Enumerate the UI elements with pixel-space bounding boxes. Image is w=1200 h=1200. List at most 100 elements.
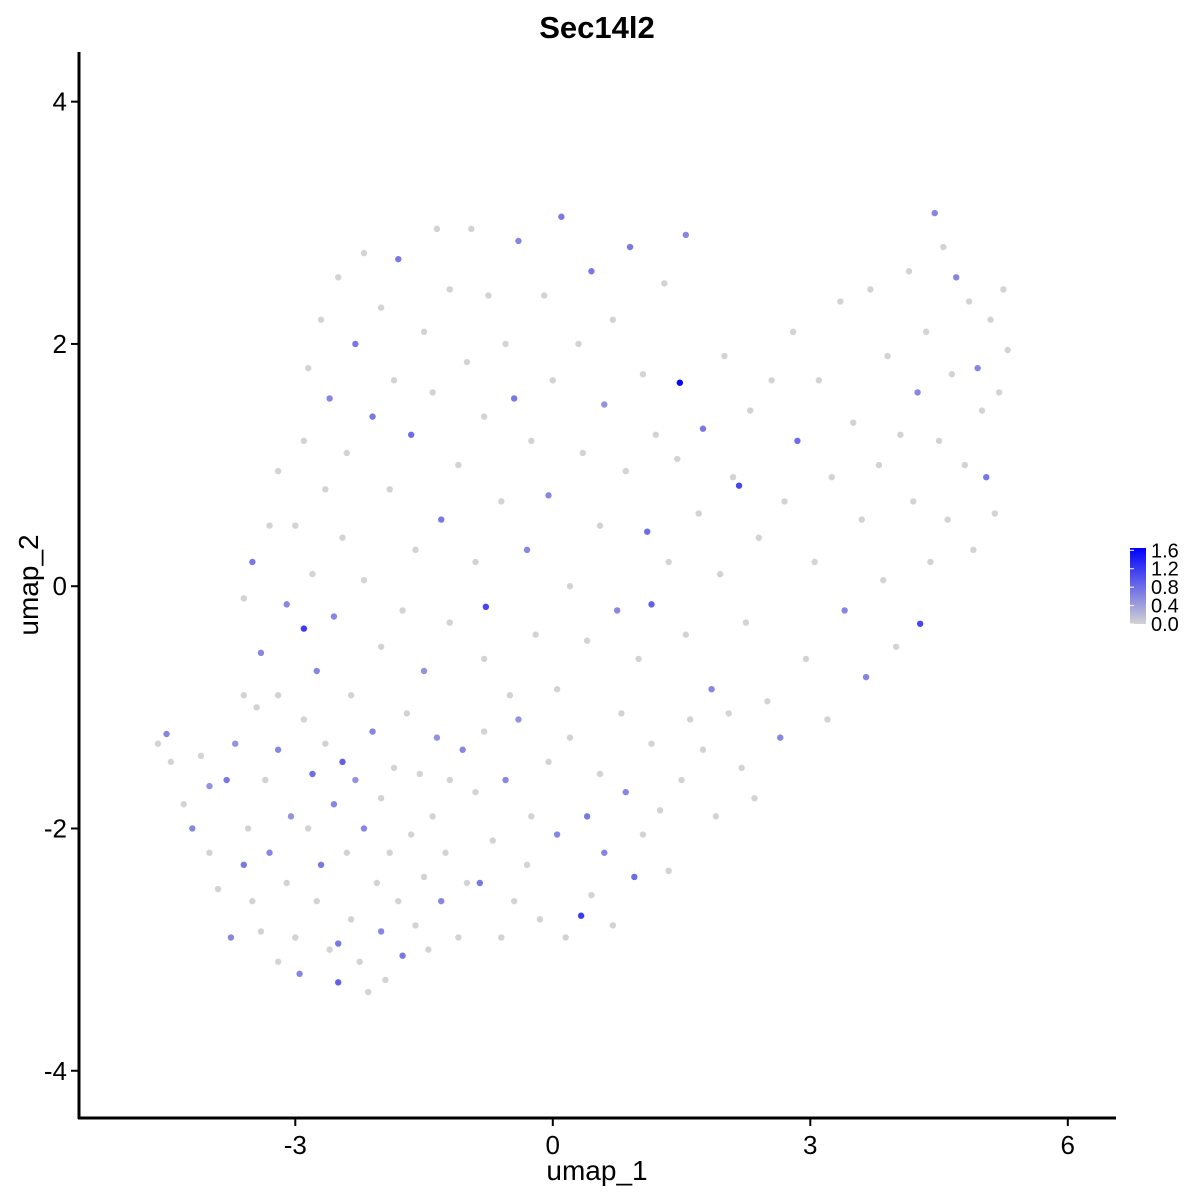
point xyxy=(579,449,587,457)
point xyxy=(313,897,320,905)
point xyxy=(596,522,604,529)
point xyxy=(794,437,801,445)
point xyxy=(545,492,552,499)
point xyxy=(482,603,490,611)
point xyxy=(566,734,574,741)
point xyxy=(360,249,368,257)
point xyxy=(953,274,960,281)
point xyxy=(965,298,973,305)
point xyxy=(626,243,634,251)
point xyxy=(644,528,651,535)
point xyxy=(735,482,743,489)
point xyxy=(498,498,505,505)
point xyxy=(549,377,556,384)
point xyxy=(317,316,325,323)
point xyxy=(335,274,342,281)
point xyxy=(420,667,428,675)
point xyxy=(905,268,913,275)
point xyxy=(232,740,239,747)
point xyxy=(283,601,290,608)
point xyxy=(356,958,363,965)
point xyxy=(262,776,269,784)
point xyxy=(553,685,561,693)
point xyxy=(768,377,775,384)
point xyxy=(360,576,368,584)
point xyxy=(566,583,574,590)
point xyxy=(575,340,582,348)
point xyxy=(455,934,462,941)
point xyxy=(407,431,415,438)
point xyxy=(420,328,428,336)
point xyxy=(622,467,629,475)
point xyxy=(287,813,295,820)
point xyxy=(416,770,423,778)
point xyxy=(154,740,162,747)
point xyxy=(502,340,509,348)
point xyxy=(382,976,389,984)
point xyxy=(386,486,393,493)
point xyxy=(369,728,376,735)
point xyxy=(515,237,522,245)
point xyxy=(163,730,170,738)
point xyxy=(433,225,441,233)
point xyxy=(283,879,290,887)
point xyxy=(523,861,531,869)
point xyxy=(725,710,732,717)
point xyxy=(639,371,647,378)
point xyxy=(498,934,505,941)
point xyxy=(914,389,921,396)
point xyxy=(249,897,256,905)
point xyxy=(347,916,355,923)
point xyxy=(940,243,947,251)
point xyxy=(682,231,690,239)
point xyxy=(815,377,823,384)
point xyxy=(214,885,222,893)
point xyxy=(313,667,320,675)
legend-tick-label: 1.2 xyxy=(1151,559,1179,581)
y-tick-label: 2 xyxy=(53,329,67,359)
point xyxy=(480,728,488,735)
point xyxy=(476,879,484,887)
point xyxy=(180,801,187,808)
point xyxy=(399,952,406,959)
point xyxy=(515,716,522,723)
point xyxy=(751,795,758,802)
legend-tick-label: 1.6 xyxy=(1151,540,1179,562)
point xyxy=(682,631,690,638)
point xyxy=(665,867,672,875)
point xyxy=(274,692,282,699)
point xyxy=(274,958,282,965)
y-tick-label: -4 xyxy=(44,1056,67,1086)
point xyxy=(583,637,591,644)
x-axis-title: umap_1 xyxy=(546,1155,647,1186)
point xyxy=(197,752,205,760)
point xyxy=(377,795,385,802)
point xyxy=(601,401,608,408)
point xyxy=(721,352,728,360)
y-tick-label: -2 xyxy=(44,813,67,843)
point xyxy=(330,613,338,620)
point xyxy=(875,461,883,469)
point xyxy=(365,988,372,996)
point xyxy=(738,764,745,772)
x-tick-label: 3 xyxy=(803,1130,817,1160)
point xyxy=(377,643,385,650)
point xyxy=(541,292,548,299)
point xyxy=(390,764,398,772)
point xyxy=(588,891,595,899)
point xyxy=(227,934,235,941)
point xyxy=(480,413,488,420)
point xyxy=(613,607,621,614)
point xyxy=(528,813,535,820)
x-tick-label: -3 xyxy=(284,1130,307,1160)
point xyxy=(377,304,385,311)
point xyxy=(347,692,355,699)
point xyxy=(635,655,642,663)
point xyxy=(978,407,986,414)
point xyxy=(510,897,518,905)
point xyxy=(639,831,647,838)
point xyxy=(824,716,831,723)
point xyxy=(266,849,273,856)
point xyxy=(995,389,1003,396)
point xyxy=(373,879,381,887)
